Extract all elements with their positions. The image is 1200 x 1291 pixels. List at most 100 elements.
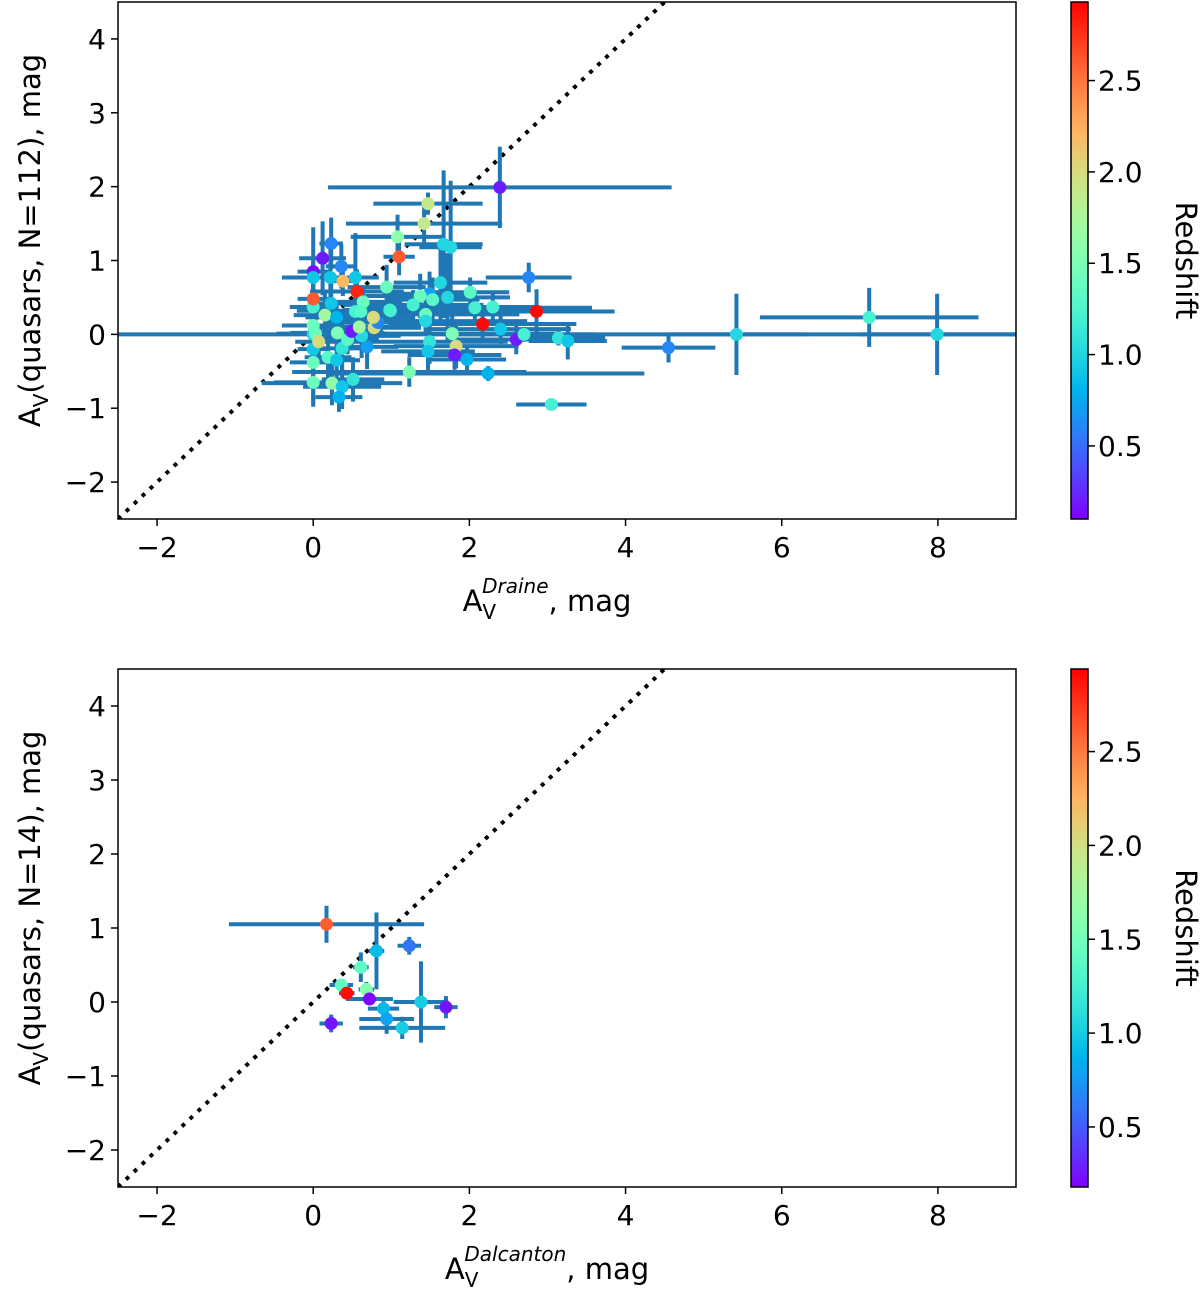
error-bars	[118, 146, 1016, 412]
y-axis-label: AV(quasars, N=14), mag	[13, 731, 53, 1086]
data-point	[380, 1012, 394, 1026]
data-point	[323, 270, 337, 284]
data-point	[334, 259, 348, 273]
data-point	[421, 344, 435, 358]
axes-frame	[117, 668, 1017, 1188]
colorbar-tick-label: 2.0	[1098, 829, 1143, 862]
data-point	[930, 327, 944, 341]
data-point	[402, 939, 416, 953]
y-tick-label: −2	[65, 1134, 106, 1167]
x-tick-label: 2	[460, 1199, 478, 1232]
data-point	[340, 986, 354, 1000]
panel-2: −2 0 2 4 6 8 −2 −1 0 1 2 3 4 AVDalcanton, mag AV(quasa…	[13, 668, 1200, 1291]
x-tick-label: −2	[136, 1199, 177, 1232]
y-tick-label: 1	[88, 245, 106, 278]
data-point	[335, 380, 349, 394]
data-point	[354, 304, 368, 318]
data-point	[380, 280, 394, 294]
y-tick-label: 3	[88, 97, 106, 130]
colorbar-label: Redshift	[1169, 202, 1200, 320]
data-point	[316, 251, 330, 265]
data-point	[336, 274, 350, 288]
data-point	[360, 340, 374, 354]
panel-1: −2 0 2 4 6 8 −2 −1 0 1 2 3 4 AVDraine, mag AV(quasars,…	[13, 1, 1200, 624]
data-point	[460, 352, 474, 366]
colorbar-gradient	[1070, 1, 1089, 520]
data-point	[318, 308, 332, 322]
colorbar-tick-label: 2.0	[1098, 156, 1143, 189]
y-tick-label: 0	[88, 318, 106, 351]
data-point	[463, 285, 477, 299]
data-point	[306, 292, 320, 306]
x-tick-label: −2	[136, 531, 177, 564]
data-point	[383, 303, 397, 317]
data-point	[561, 334, 575, 348]
x-tick-label: 0	[304, 1199, 322, 1232]
x-tick-label: 4	[617, 1199, 635, 1232]
data-point	[306, 318, 320, 332]
colorbar: 0.5 1.0 1.5 2.0 2.5 Redshift	[1070, 668, 1200, 1188]
y-tick-label: 2	[88, 838, 106, 871]
plot-area	[118, 669, 666, 1187]
data-point	[330, 310, 344, 324]
x-tick-label: 2	[460, 531, 478, 564]
data-point	[324, 296, 338, 310]
colorbar: 0.5 1.0 1.5 2.0 2.5 Redshift	[1070, 1, 1200, 520]
data-point	[362, 992, 376, 1006]
data-point	[544, 398, 558, 412]
data-point	[324, 1016, 338, 1030]
data-point	[444, 240, 458, 254]
one-to-one-line	[118, 669, 666, 1187]
data-point	[306, 270, 320, 284]
data-point	[332, 390, 346, 404]
colorbar-tick-label: 1.5	[1098, 247, 1143, 280]
data-point	[419, 314, 433, 328]
data-point	[517, 327, 531, 341]
plot-area	[118, 2, 1016, 519]
data-point	[406, 298, 420, 312]
x-tick-label: 6	[773, 1199, 791, 1232]
data-point	[729, 327, 743, 341]
data-point	[448, 348, 462, 362]
x-tick-label: 6	[773, 531, 791, 564]
colorbar-tick-label: 0.5	[1098, 1111, 1143, 1144]
data-point	[662, 341, 676, 355]
data-point	[352, 320, 366, 334]
one-to-one-line	[118, 2, 666, 519]
colorbar-tick-label: 2.5	[1098, 736, 1143, 769]
data-point	[481, 367, 495, 381]
y-axis-label: AV(quasars, N=112), mag	[13, 54, 53, 427]
colorbar-tick-label: 2.5	[1098, 65, 1143, 98]
data-point	[413, 289, 427, 303]
y-tick-label: 3	[88, 764, 106, 797]
data-point	[366, 310, 380, 324]
data-point	[330, 326, 344, 340]
y-tick-label: 4	[88, 23, 106, 56]
colorbar-label: Redshift	[1169, 869, 1200, 987]
data-points	[319, 917, 453, 1035]
colorbar-tick-label: 1.0	[1098, 1017, 1143, 1050]
y-tick-label: 1	[88, 912, 106, 945]
data-point	[426, 293, 440, 307]
data-point	[354, 960, 368, 974]
data-point	[421, 197, 435, 211]
data-point	[324, 237, 338, 251]
y-tick-label: −2	[65, 466, 106, 499]
x-tick-label: 0	[304, 531, 322, 564]
colorbar-tick-label: 1.5	[1098, 923, 1143, 956]
axes-frame	[117, 1, 1017, 520]
y-tick-label: −1	[65, 1060, 106, 1093]
data-point	[441, 290, 455, 304]
data-point	[395, 1021, 409, 1035]
data-point	[522, 270, 536, 284]
y-tick-label: 0	[88, 986, 106, 1019]
data-point	[468, 301, 482, 315]
data-point	[414, 995, 428, 1009]
data-point	[445, 327, 459, 341]
data-point	[862, 310, 876, 324]
data-point	[494, 322, 508, 336]
data-point	[312, 335, 326, 349]
data-point	[348, 270, 362, 284]
data-point	[486, 300, 500, 314]
